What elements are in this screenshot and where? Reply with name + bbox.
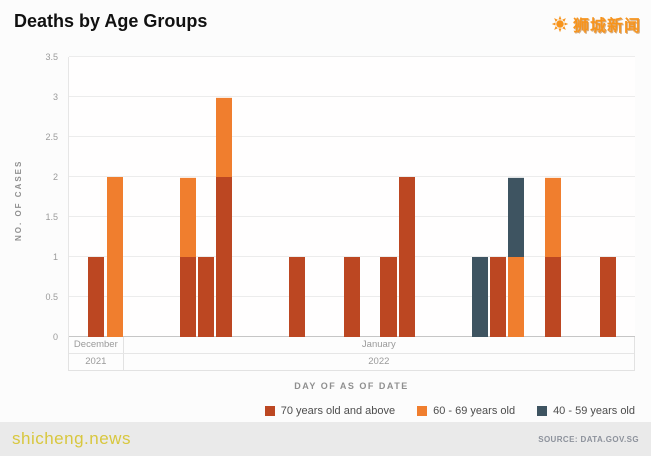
y-tick-label: 3: [52, 92, 58, 102]
gridline: [69, 176, 635, 177]
legend-swatch: [537, 406, 548, 416]
y-tick-label: 0: [52, 332, 58, 342]
bar-segment-70+[interactable]: [380, 257, 397, 337]
year-band-label: 2021: [69, 354, 124, 370]
bar-segment-40-59[interactable]: [471, 257, 488, 337]
legend: 70 years old and above 60 - 69 years old 4…: [264, 405, 635, 417]
y-tick-label: 3.5: [45, 52, 58, 62]
site-logo: 狮城新闻: [551, 12, 641, 36]
bar-segment-60-69[interactable]: [179, 177, 196, 257]
lion-icon: [551, 15, 569, 33]
x-axis-title: DAY OF AS OF DATE: [294, 381, 409, 391]
bar-segment-70+[interactable]: [216, 177, 233, 337]
legend-swatch: [417, 406, 428, 416]
gridline: [69, 216, 635, 217]
bar[interactable]: [490, 57, 507, 337]
gridline: [69, 56, 635, 57]
gridline: [69, 256, 635, 257]
footer: shicheng.news SOURCE: DATA.GOV.SG: [0, 422, 651, 456]
bar[interactable]: [197, 57, 214, 337]
y-tick-label: 2: [52, 172, 58, 182]
bar-segment-60-69[interactable]: [216, 97, 233, 177]
y-tick-label: 0.5: [45, 292, 58, 302]
month-band-label: December: [69, 337, 124, 353]
bar-segment-70+[interactable]: [179, 257, 196, 337]
bar-segment-70+[interactable]: [599, 257, 616, 337]
plot-area: [68, 56, 635, 337]
bar[interactable]: [88, 57, 105, 337]
y-axis-ticks: 0 0.5 1 1.5 2 2.5 3 3.5: [26, 52, 64, 342]
month-band-label: January: [361, 339, 396, 350]
bar[interactable]: [106, 57, 123, 337]
bar-segment-70+[interactable]: [544, 257, 561, 337]
bar[interactable]: [599, 57, 616, 337]
y-tick-label: 1: [52, 252, 58, 262]
legend-item[interactable]: 60 - 69 years old: [417, 405, 515, 417]
legend-swatch: [264, 406, 275, 416]
y-tick-label: 2.5: [45, 132, 58, 142]
legend-label: 70 years old and above: [280, 405, 396, 417]
bar-segment-60-69[interactable]: [508, 257, 525, 337]
bar[interactable]: [343, 57, 361, 337]
bar[interactable]: [398, 57, 415, 337]
legend-label: 60 - 69 years old: [433, 405, 516, 417]
bar[interactable]: [216, 57, 233, 337]
page-title: Deaths by Age Groups: [14, 11, 208, 31]
bar-segment-60-69[interactable]: [544, 177, 561, 257]
bar-segment-40-59[interactable]: [508, 177, 525, 257]
bar[interactable]: [544, 57, 561, 337]
bar[interactable]: [289, 57, 306, 337]
watermark: shicheng.news: [12, 429, 131, 448]
bar-segment-60-69[interactable]: [106, 177, 123, 337]
x-axis-month-bands: December January 2021 2022: [68, 337, 635, 371]
gridline: [69, 96, 635, 97]
bar[interactable]: [471, 57, 488, 337]
y-tick-label: 1.5: [45, 212, 58, 222]
legend-label: 40 - 59 years old: [553, 405, 635, 417]
bar-segment-70+[interactable]: [289, 257, 306, 337]
year-band-label: 2022: [368, 356, 390, 367]
bar-segment-70+[interactable]: [197, 257, 214, 337]
site-logo-text: 狮城新闻: [572, 18, 641, 35]
bar[interactable]: [380, 57, 397, 337]
bar-segment-70+[interactable]: [88, 257, 105, 337]
bar[interactable]: [508, 57, 525, 337]
bar-segment-70+[interactable]: [490, 257, 507, 337]
source-credit: SOURCE: DATA.GOV.SG: [538, 434, 639, 444]
bar-segment-70+[interactable]: [343, 257, 361, 337]
y-axis-title: NO. OF CASES: [14, 159, 23, 241]
legend-item[interactable]: 70 years old and above: [264, 405, 396, 417]
legend-item[interactable]: 40 - 59 years old: [537, 405, 635, 417]
bar-segment-70+[interactable]: [398, 177, 415, 337]
gridline: [69, 136, 635, 137]
bar[interactable]: [179, 57, 196, 337]
